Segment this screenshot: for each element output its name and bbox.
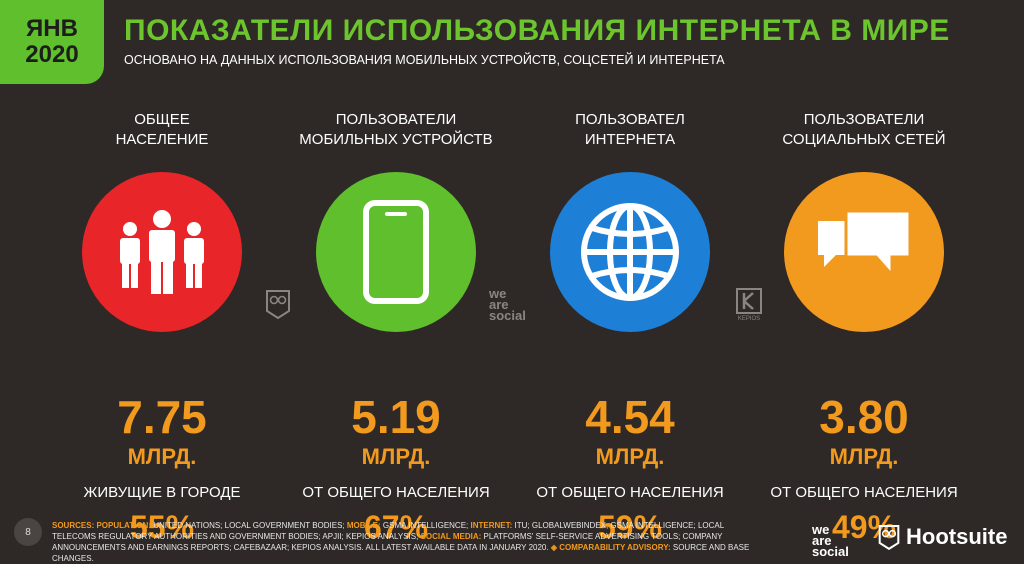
badge-year: 2020 — [25, 41, 79, 68]
stat-label: ПОЛЬЗОВАТЕЛИ МОБИЛЬНЫХ УСТРОЙСТВ — [299, 111, 493, 148]
stat-label: ПОЛЬЗОВАТЕЛ ИНТЕРНЕТА — [575, 111, 685, 148]
badge-month: ЯНВ — [26, 15, 78, 42]
stat-value: 5.19 — [351, 391, 441, 443]
stat-sub-label: ОТ ОБЩЕГО НАСЕЛЕНИЯ — [536, 484, 724, 501]
hootsuite-owl-watermark-icon — [266, 290, 290, 319]
stat-label: ОБЩЕЕ НАСЕЛЕНИЕ — [115, 111, 209, 148]
sources-text: SOURCES: POPULATION: UNITED NATIONS; LOC… — [52, 521, 750, 563]
stat-value: 7.75 — [117, 391, 207, 443]
stat-circle — [784, 172, 944, 332]
page-number: 8 — [14, 518, 42, 546]
mobile-phone-icon — [363, 200, 429, 304]
we-are-social-logo: we are social — [812, 522, 849, 559]
hootsuite-owl-icon — [878, 524, 900, 550]
hootsuite-logo: Hootsuite — [878, 524, 1007, 550]
date-badge: ЯНВ 2020 — [0, 0, 104, 84]
stat-total-population: ОБЩЕЕ НАСЕЛЕНИЕ 7.75 МЛРД. ЖИВУЩИЕ В ГОР… — [47, 110, 277, 544]
globe-icon — [581, 203, 679, 301]
stat-mobile-users: ПОЛЬЗОВАТЕЛИ МОБИЛЬНЫХ УСТРОЙСТВ 5.19 МЛ… — [281, 110, 511, 544]
stat-unit: МЛРД. — [829, 444, 899, 469]
kepios-watermark: KEPIOS — [734, 288, 764, 322]
chat-bubbles-icon — [818, 209, 912, 279]
page-title: ПОКАЗАТЕЛИ ИСПОЛЬЗОВАНИЯ ИНТЕРНЕТА В МИР… — [124, 14, 950, 47]
stat-value: 3.80 — [819, 391, 909, 443]
we-are-social-watermark: we are social — [489, 286, 526, 323]
stat-unit: МЛРД. — [595, 444, 665, 469]
stat-circle — [316, 172, 476, 332]
stat-sub-label: ОТ ОБЩЕГО НАСЕЛЕНИЯ — [302, 484, 490, 501]
stat-circle — [82, 172, 242, 332]
stat-value: 4.54 — [585, 391, 675, 443]
stat-percentage: 59% — [597, 509, 663, 545]
stat-unit: МЛРД. — [127, 444, 197, 469]
people-icon — [120, 210, 204, 294]
kepios-logo-icon — [736, 288, 762, 314]
stat-internet-users: ПОЛЬЗОВАТЕЛ ИНТЕРНЕТА 4.54 МЛРД. ОТ ОБЩЕ… — [515, 110, 745, 544]
stat-unit: МЛРД. — [361, 444, 431, 469]
stat-percentage: 67% — [363, 509, 429, 545]
stat-sub-label: ЖИВУЩИЕ В ГОРОДЕ — [83, 484, 241, 501]
stat-percentage: 55% — [129, 509, 195, 545]
stat-label: ПОЛЬЗОВАТЕЛИ СОЦИАЛЬНЫХ СЕТЕЙ — [782, 111, 946, 148]
page-subtitle: ОСНОВАНО НА ДАННЫХ ИСПОЛЬЗОВАНИЯ МОБИЛЬН… — [124, 53, 725, 67]
stat-sub-label: ОТ ОБЩЕГО НАСЕЛЕНИЯ — [770, 484, 958, 501]
stat-social-users: ПОЛЬЗОВАТЕЛИ СОЦИАЛЬНЫХ СЕТЕЙ 3.80 МЛРД.… — [749, 110, 979, 544]
stat-circle — [550, 172, 710, 332]
